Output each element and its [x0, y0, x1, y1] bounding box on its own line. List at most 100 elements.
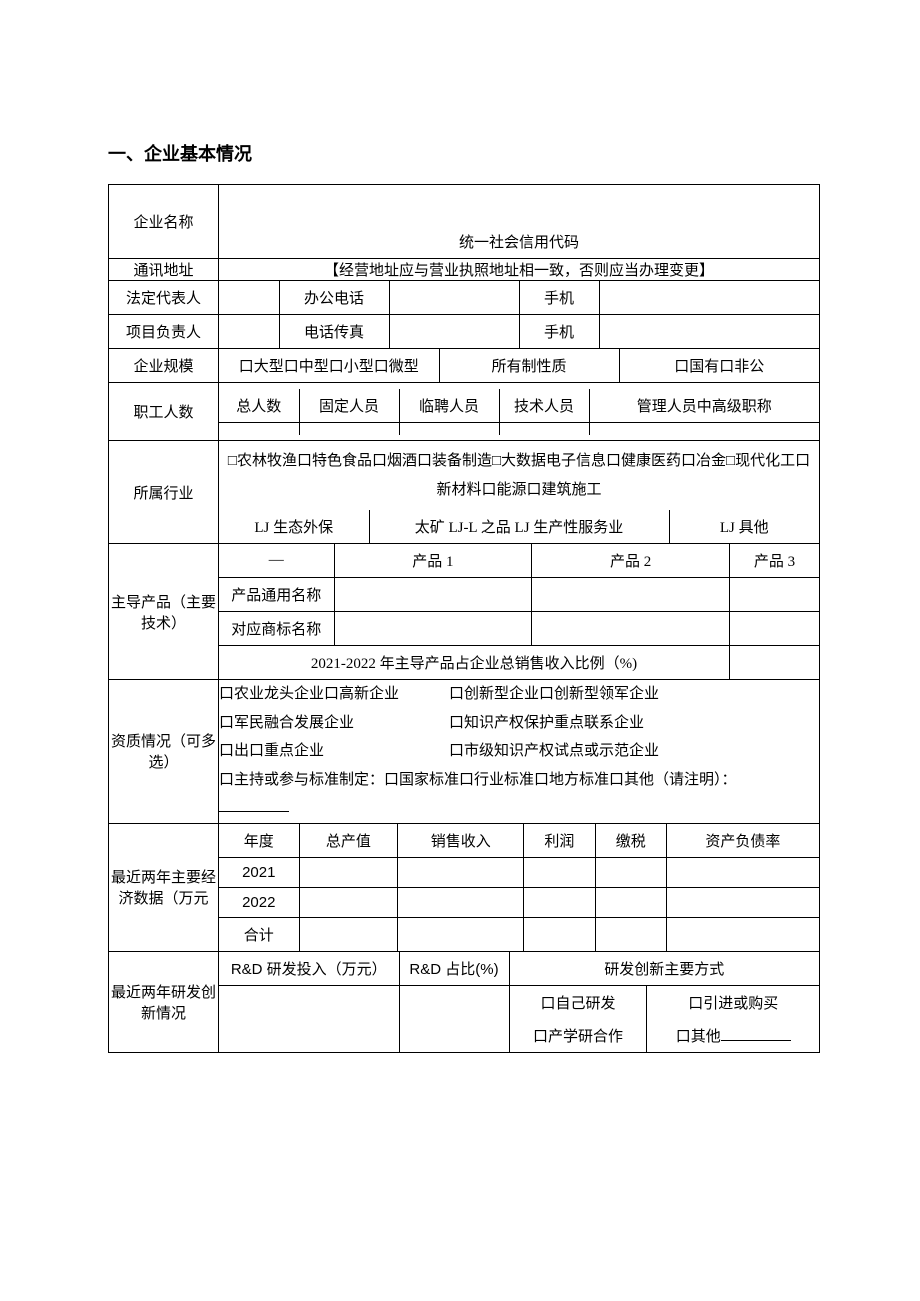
cell-rd: R&D 研发投入（万元） R&D 占比(%) 研发创新主要方式 口自己研发 口引…: [219, 951, 820, 1052]
econ-h-debt: 资产负债率: [666, 824, 819, 858]
form-table: 企业名称 统一社会信用代码 通讯地址 【经营地址应与营业执照地址相一致，否则应当…: [108, 184, 820, 1053]
staff-h-fixed: 固定人员: [299, 389, 399, 423]
mobile-1-value: [599, 281, 819, 314]
rd-opt-self[interactable]: 口自己研发: [509, 985, 647, 1019]
label-scale: 企业规模: [109, 349, 219, 383]
label-office-phone: 办公电话: [279, 281, 389, 314]
label-address: 通讯地址: [109, 259, 219, 281]
legal-rep-value: [219, 281, 279, 314]
econ-t-v5: [666, 917, 819, 951]
prod-r1-v2: [532, 578, 730, 612]
econ-y2-v2: [398, 887, 524, 917]
industry-opt-service[interactable]: 太矿 LJ-L 之品 LJ 生产性服务业: [369, 510, 669, 543]
qual-2b[interactable]: 口知识产权保护重点联系企业: [449, 715, 644, 731]
staff-v-temp: [399, 422, 499, 435]
cell-project-lead: 电话传真 手机: [219, 315, 820, 349]
industry-options-top[interactable]: □农林牧渔口特色食品口烟酒口装备制造□大数据电子信息口健康医药口冶金□现代化工口…: [219, 441, 819, 510]
industry-opt-other[interactable]: LJ 具他: [669, 510, 819, 543]
staff-v-fixed: [299, 422, 399, 435]
rd-h-mode: 研发创新主要方式: [509, 952, 819, 986]
cell-main-product: — 产品 1 产品 2 产品 3 产品通用名称 对应商标名称: [219, 544, 820, 680]
label-industry: 所属行业: [109, 441, 219, 544]
cell-legal-rep: 办公电话 手机: [219, 281, 820, 315]
label-mobile-2: 手机: [519, 315, 599, 348]
prod-h-3: 产品 3: [729, 544, 819, 578]
staff-h-senior: 管理人员中高级职称: [589, 389, 819, 423]
econ-t-v2: [398, 917, 524, 951]
prod-r1-v1: [334, 578, 532, 612]
cell-industry: □农林牧渔口特色食品口烟酒口装备制造□大数据电子信息口健康医药口冶金□现代化工口…: [219, 441, 820, 544]
econ-y1-v4: [595, 857, 666, 887]
qual-3a[interactable]: 口出口重点企业: [219, 737, 449, 766]
econ-h-year: 年度: [219, 824, 299, 858]
ownership-options[interactable]: 口国有口非公: [619, 349, 819, 382]
cell-company-name-area: 统一社会信用代码: [219, 185, 820, 259]
econ-y1-v3: [524, 857, 595, 887]
econ-y2-v5: [666, 887, 819, 917]
label-fax: 电话传真: [279, 315, 389, 348]
label-mobile-1: 手机: [519, 281, 599, 314]
cell-qualification[interactable]: 口农业龙头企业口高新企业口创新型企业口创新型领军企业 口军民融合发展企业口知识产…: [219, 680, 820, 824]
fax-value: [389, 315, 519, 348]
section-title: 一、企业基本情况: [108, 140, 820, 166]
prod-r1-v3: [729, 578, 819, 612]
econ-h-tax: 缴税: [595, 824, 666, 858]
staff-v-total: [219, 422, 299, 435]
econ-y2-v3: [524, 887, 595, 917]
label-staff-count: 职工人数: [109, 383, 219, 441]
staff-h-total: 总人数: [219, 389, 299, 423]
mobile-2-value: [599, 315, 819, 348]
company-name-value: [219, 185, 819, 225]
staff-h-tech: 技术人员: [499, 389, 589, 423]
rd-opt-buy[interactable]: 口引进或购买: [647, 985, 819, 1019]
prod-h-2: 产品 2: [532, 544, 730, 578]
qual-3b[interactable]: 口市级知识产权试点或示范企业: [449, 743, 659, 759]
prod-ratio-label: 2021-2022 年主导产品占企业总销售收入比例（%): [219, 646, 729, 680]
econ-h-sales: 销售收入: [398, 824, 524, 858]
econ-y1-v2: [398, 857, 524, 887]
label-qualification: 资质情况（可多选）: [109, 680, 219, 824]
label-project-lead: 项目负责人: [109, 315, 219, 349]
econ-y2-v4: [595, 887, 666, 917]
econ-t-v3: [524, 917, 595, 951]
prod-r2-v1: [334, 612, 532, 646]
econ-t-v4: [595, 917, 666, 951]
prod-h-dash: —: [219, 544, 334, 578]
rd-opt-coop[interactable]: 口产学研合作: [509, 1019, 647, 1052]
rd-ratio-value: [399, 985, 509, 1052]
qual-other-line: [219, 811, 289, 812]
econ-h-profit: 利润: [524, 824, 595, 858]
label-company-name: 企业名称: [109, 185, 219, 259]
prod-r2-label: 对应商标名称: [219, 612, 334, 646]
prod-h-1: 产品 1: [334, 544, 532, 578]
econ-y1-v5: [666, 857, 819, 887]
qual-1a[interactable]: 口农业龙头企业口高新企业: [219, 680, 449, 709]
label-main-product: 主导产品（主要技术）: [109, 544, 219, 680]
cell-scale: 口大型口中型口小型口微型 所有制性质 口国有口非公: [219, 349, 820, 383]
econ-h-output: 总产值: [299, 824, 398, 858]
label-econ-data: 最近两年主要经济数据（万元: [109, 823, 219, 951]
econ-t-v1: [299, 917, 398, 951]
rd-h-invest: R&D 研发投入（万元）: [219, 952, 399, 986]
scale-options[interactable]: 口大型口中型口小型口微型: [219, 349, 439, 382]
prod-r1-label: 产品通用名称: [219, 578, 334, 612]
staff-v-senior: [589, 422, 819, 435]
cell-address-note: 【经营地址应与营业执照地址相一致，否则应当办理变更】: [219, 259, 820, 281]
prod-r2-v3: [729, 612, 819, 646]
cell-staff-count: 总人数 固定人员 临聘人员 技术人员 管理人员中高级职称: [219, 383, 820, 441]
label-uscc: 统一社会信用代码: [219, 225, 819, 258]
qual-1b[interactable]: 口创新型企业口创新型领军企业: [449, 686, 659, 702]
rd-opt-other[interactable]: 口其他: [647, 1019, 819, 1052]
label-rd: 最近两年研发创新情况: [109, 951, 219, 1052]
office-phone-value: [389, 281, 519, 314]
econ-total: 合计: [219, 917, 299, 951]
cell-econ-data: 年度 总产值 销售收入 利润 缴税 资产负债率 2021: [219, 823, 820, 951]
econ-y1: 2021: [219, 857, 299, 887]
project-lead-value: [219, 315, 279, 348]
econ-y2: 2022: [219, 887, 299, 917]
prod-r2-v2: [532, 612, 730, 646]
qual-4[interactable]: 口主持或参与标准制定：口国家标准口行业标准口地方标准口其他（请注明）：: [219, 766, 819, 795]
prod-ratio-value: [729, 646, 819, 680]
industry-opt-eco[interactable]: LJ 生态外保: [219, 510, 369, 543]
qual-2a[interactable]: 口军民融合发展企业: [219, 709, 449, 738]
